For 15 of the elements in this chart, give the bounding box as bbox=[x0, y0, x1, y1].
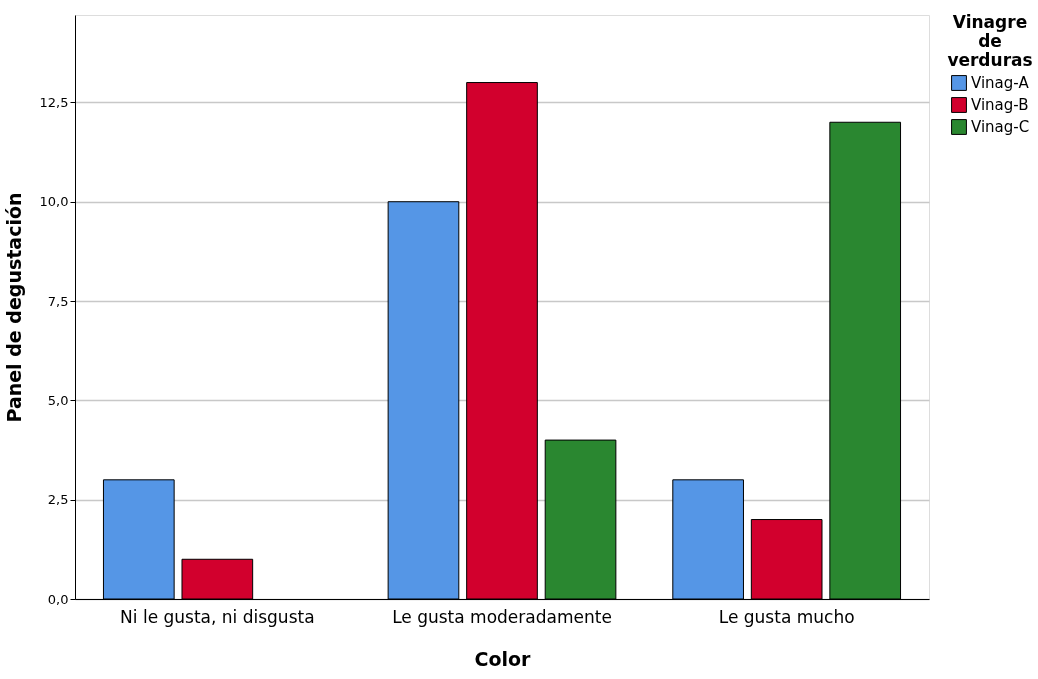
x-tick-label: Le gusta mucho bbox=[718, 606, 855, 627]
x-tick-label: Ni le gusta, ni disgusta bbox=[120, 606, 315, 627]
y-tick-label: 0,0 bbox=[47, 591, 69, 607]
y-tick-label: 12,5 bbox=[39, 94, 69, 110]
legend-title: Vinagre de verduras bbox=[947, 12, 1033, 70]
y-tick-label: 2,5 bbox=[47, 492, 69, 508]
y-tick-label: 7,5 bbox=[47, 293, 69, 309]
y-tick-label: 5,0 bbox=[47, 392, 69, 408]
legend-label: Vinag-B bbox=[971, 96, 1029, 114]
x-tick-label: Le gusta moderadamente bbox=[392, 606, 612, 627]
y-axis-title: Panel de degustación bbox=[2, 192, 25, 423]
y-tick-label: 10,0 bbox=[39, 194, 69, 210]
legend-label: Vinag-C bbox=[971, 118, 1030, 136]
x-axis-title: Color bbox=[474, 647, 532, 670]
legend-label: Vinag-A bbox=[971, 74, 1030, 92]
